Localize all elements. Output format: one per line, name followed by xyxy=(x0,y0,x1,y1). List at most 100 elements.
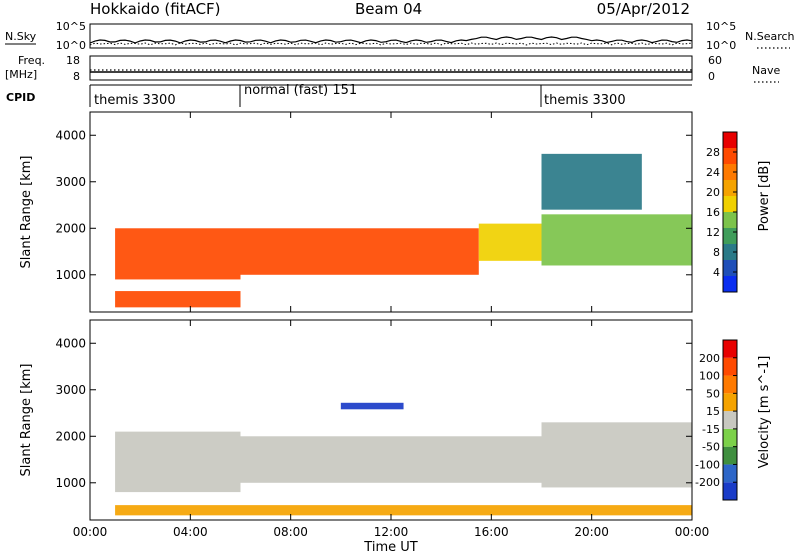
power-colorbar-cell xyxy=(723,180,737,196)
frequency-left-tick-top: 18 xyxy=(66,54,80,67)
noise-right-label: N.Search xyxy=(745,30,795,43)
power-echo-band-4 xyxy=(541,214,692,266)
velocity-ytick-label: 2000 xyxy=(55,429,86,443)
velocity-colorbar-cell xyxy=(723,428,737,447)
velocity-echo-band-1 xyxy=(115,431,241,493)
time-tick-label: 08:00 xyxy=(273,525,308,539)
power-y-axis: 1000 2000 3000 4000 xyxy=(55,128,692,282)
velocity-y-axis-label: Slant Range [km] xyxy=(19,364,34,477)
power-colorbar-label: 12 xyxy=(706,226,720,239)
power-ytick-label: 2000 xyxy=(55,221,86,235)
velocity-colorbar-label: -200 xyxy=(695,476,720,489)
time-tick-label: 00:00 xyxy=(73,525,108,539)
noise-left-tick-top: 10^5 xyxy=(56,20,86,33)
power-panel-frame xyxy=(89,111,693,313)
velocity-colorbar-label: 50 xyxy=(706,387,720,400)
power-colorbar-label: 4 xyxy=(713,266,720,279)
power-colorbar-cell xyxy=(723,228,737,244)
velocity-colorbar-frame xyxy=(722,339,738,501)
power-colorbar: 28 24 20 16 12 8 4 xyxy=(706,131,738,293)
noise-traces xyxy=(89,36,693,46)
nave-label: Nave xyxy=(752,64,780,77)
power-echo-band-3 xyxy=(478,223,542,261)
time-tick-label: 20:00 xyxy=(574,525,609,539)
velocity-colorbar-label: Velocity [m s^-1] xyxy=(757,356,772,469)
velocity-colorbar-cell xyxy=(723,340,737,358)
velocity-ytick-label: 4000 xyxy=(55,336,86,350)
beam-title: Beam 04 xyxy=(355,0,422,18)
date-title: 05/Apr/2012 xyxy=(597,0,690,18)
power-colorbar-label: 20 xyxy=(706,186,720,199)
velocity-heatmap xyxy=(115,402,693,516)
power-y-axis-label: Slant Range [km] xyxy=(19,156,34,269)
power-colorbar-cell xyxy=(723,196,737,212)
velocity-colorbar-cell xyxy=(723,393,737,412)
power-colorbar-label: 24 xyxy=(706,166,720,179)
velocity-colorbar-cell xyxy=(723,411,737,429)
power-colorbar-label: 28 xyxy=(706,146,720,159)
velocity-echo-band-3 xyxy=(541,422,692,488)
velocity-echo-band-2 xyxy=(240,436,542,483)
time-tick-label: 12:00 xyxy=(374,525,409,539)
cpid-segment-1: themis 3300 xyxy=(94,93,176,108)
cpid-segment-3: themis 3300 xyxy=(544,93,626,108)
velocity-colorbar-cell xyxy=(723,446,737,465)
time-tick-label: 04:00 xyxy=(173,525,208,539)
velocity-ytick-label: 1000 xyxy=(55,476,86,490)
power-colorbar-label: 16 xyxy=(706,206,720,219)
power-echo-band-2 xyxy=(240,228,479,275)
velocity-colorbar-label: 200 xyxy=(699,352,720,365)
velocity-colorbar-label: -15 xyxy=(702,423,720,436)
cpid-segment-2: normal (fast) 151 xyxy=(244,83,357,98)
noise-sky-trace xyxy=(89,36,693,44)
power-ytick-label: 1000 xyxy=(55,268,86,282)
velocity-y-axis: 1000 2000 3000 4000 xyxy=(55,336,692,490)
velocity-colorbar-cell xyxy=(723,482,737,500)
frequency-left-tick-bottom: 8 xyxy=(73,70,80,83)
power-ytick-label: 4000 xyxy=(55,128,86,142)
power-colorbar-cell xyxy=(723,212,737,228)
frequency-label-unit: [MHz] xyxy=(5,68,37,81)
frequency-label-top: Freq. xyxy=(18,54,45,67)
power-heatmap xyxy=(115,153,692,308)
power-colorbar-label: Power [dB] xyxy=(757,161,772,232)
time-tick-label: 00:00 xyxy=(675,525,710,539)
power-colorbar-cell xyxy=(723,148,737,164)
noise-right-tick-bottom: 10^0 xyxy=(706,39,736,52)
noise-left-label: N.Sky xyxy=(5,30,37,43)
noise-panel-frame xyxy=(89,23,693,49)
velocity-colorbar-cell xyxy=(723,357,737,376)
velocity-ytick-label: 3000 xyxy=(55,383,86,397)
power-ytick-label: 3000 xyxy=(55,175,86,189)
velocity-colorbar-label: 15 xyxy=(706,405,720,418)
power-echo-band-5 xyxy=(541,153,642,210)
frequency-panel-frame xyxy=(89,55,693,81)
station-title: Hokkaido (fitACF) xyxy=(90,0,221,18)
power-colorbar-label: 8 xyxy=(713,246,720,259)
power-colorbar-cell xyxy=(723,132,737,148)
time-tick-label: 16:00 xyxy=(474,525,509,539)
frequency-right-tick-top: 60 xyxy=(708,54,722,67)
cpid-label: CPID xyxy=(6,91,35,104)
time-axis-label: Time UT xyxy=(363,540,417,554)
velocity-colorbar: 200 100 50 15 -15 -50 -100 -200 xyxy=(695,339,738,501)
velocity-echo-band-5 xyxy=(115,505,693,516)
power-colorbar-cell xyxy=(723,244,737,260)
velocity-colorbar-cell xyxy=(723,375,737,394)
time-axis: 00:00 04:00 08:00 12:00 16:00 20:00 00:00 xyxy=(73,112,710,539)
noise-search-trace xyxy=(89,42,693,46)
power-colorbar-cell xyxy=(723,260,737,276)
velocity-colorbar-label: -100 xyxy=(695,458,720,471)
power-echo-band-6 xyxy=(115,291,241,308)
velocity-colorbar-cell xyxy=(723,464,737,483)
power-echo-band-1 xyxy=(115,228,241,280)
velocity-colorbar-label: -50 xyxy=(702,441,720,454)
noise-left-tick-bottom: 10^0 xyxy=(56,39,86,52)
noise-right-tick-top: 10^5 xyxy=(706,20,736,33)
power-colorbar-cell xyxy=(723,164,737,180)
power-colorbar-cell xyxy=(723,276,737,292)
frequency-right-tick-bottom: 0 xyxy=(708,70,715,83)
velocity-echo-band-4 xyxy=(340,402,404,410)
velocity-colorbar-label: 100 xyxy=(699,370,720,383)
